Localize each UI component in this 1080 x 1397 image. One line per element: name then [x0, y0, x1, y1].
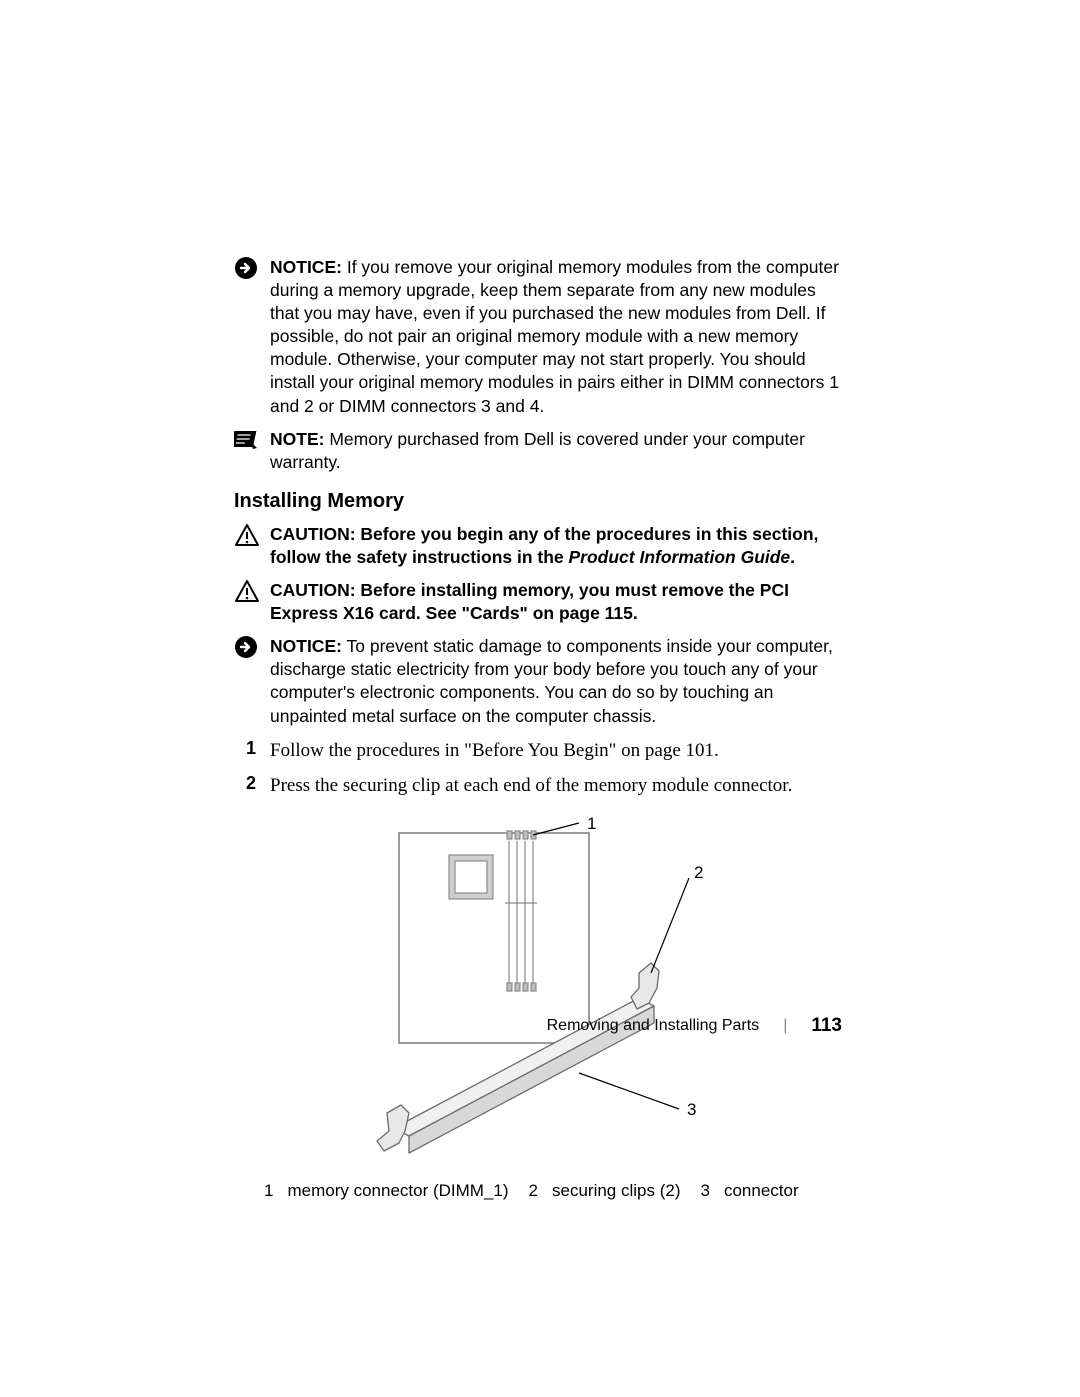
legend-num: 2 — [529, 1181, 538, 1201]
callout-1: 1 — [587, 814, 596, 833]
notice-icon — [234, 256, 270, 280]
section-heading: Installing Memory — [234, 490, 844, 513]
caution-text-1: CAUTION: Before you begin any of the pro… — [270, 523, 844, 569]
step-number: 1 — [234, 738, 270, 759]
page-footer: Removing and Installing Parts | 113 — [547, 1015, 842, 1037]
caution-text-2: CAUTION: Before installing memory, you m… — [270, 579, 844, 625]
notice-label: NOTICE: — [270, 636, 342, 656]
caution-icon — [234, 579, 270, 603]
step-item: 2 Press the securing clip at each end of… — [234, 773, 844, 799]
note-body: Memory purchased from Dell is covered un… — [270, 429, 805, 472]
footer-divider: | — [783, 1017, 787, 1035]
callout-3: 3 — [687, 1100, 696, 1119]
caution-icon — [234, 523, 270, 547]
callout-2: 2 — [694, 863, 703, 882]
legend-item: 3 connector — [701, 1181, 799, 1201]
notice-text-2: NOTICE: To prevent static damage to comp… — [270, 635, 844, 727]
notice-body: To prevent static damage to components i… — [270, 636, 833, 725]
note-icon — [234, 428, 270, 450]
step-item: 1 Follow the procedures in "Before You B… — [234, 738, 844, 764]
notice-label: NOTICE: — [270, 257, 342, 277]
caution-body-b: . — [790, 547, 795, 567]
legend-label: securing clips (2) — [552, 1181, 681, 1201]
step-number: 2 — [234, 773, 270, 794]
caution-block-2: CAUTION: Before installing memory, you m… — [234, 579, 844, 625]
legend-item: 1 memory connector (DIMM_1) — [264, 1181, 509, 1201]
caution-block-1: CAUTION: Before you begin any of the pro… — [234, 523, 844, 569]
diagram: 1 2 3 — [234, 813, 844, 1163]
legend-item: 2 securing clips (2) — [529, 1181, 681, 1201]
caution-label: CAUTION: — [270, 524, 356, 544]
step-text: Press the securing clip at each end of t… — [270, 773, 844, 799]
legend-label: memory connector (DIMM_1) — [287, 1181, 508, 1201]
notice-icon — [234, 635, 270, 659]
notice-body: If you remove your original memory modul… — [270, 257, 839, 416]
notice-block-1: NOTICE: If you remove your original memo… — [234, 256, 844, 418]
legend-num: 1 — [264, 1181, 273, 1201]
caution-italic: Product Information Guide — [569, 547, 791, 567]
notice-text-1: NOTICE: If you remove your original memo… — [270, 256, 844, 418]
caution-label: CAUTION: — [270, 580, 356, 600]
diagram-legend: 1 memory connector (DIMM_1) 2 securing c… — [234, 1181, 844, 1201]
notice-block-2: NOTICE: To prevent static damage to comp… — [234, 635, 844, 727]
note-label: NOTE: — [270, 429, 324, 449]
page-content: NOTICE: If you remove your original memo… — [234, 256, 844, 1201]
legend-label: connector — [724, 1181, 799, 1201]
note-block: NOTE: Memory purchased from Dell is cove… — [234, 428, 844, 474]
step-text: Follow the procedures in "Before You Beg… — [270, 738, 844, 764]
step-list: 1 Follow the procedures in "Before You B… — [234, 738, 844, 799]
footer-page-number: 113 — [811, 1015, 842, 1037]
legend-num: 3 — [701, 1181, 710, 1201]
note-text: NOTE: Memory purchased from Dell is cove… — [270, 428, 844, 474]
footer-section: Removing and Installing Parts — [547, 1017, 760, 1035]
